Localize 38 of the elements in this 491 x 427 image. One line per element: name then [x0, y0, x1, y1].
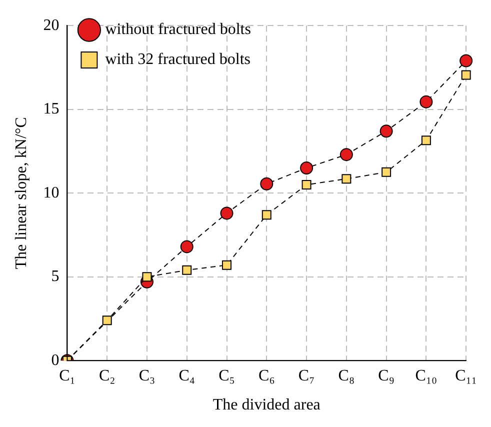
point — [142, 272, 152, 282]
x-tick-label: C₈ — [338, 367, 355, 384]
point — [260, 177, 274, 190]
y-axis-title: The linear slope, kN/°C — [12, 117, 30, 270]
point — [420, 95, 433, 108]
x-tick-label: C₂ — [98, 367, 116, 384]
point — [222, 260, 232, 270]
x-tick-label: C₇ — [298, 367, 315, 384]
x-axis-title: The divided area — [212, 396, 320, 414]
point — [180, 240, 194, 254]
point — [182, 265, 192, 275]
x-tick-label: C₄ — [178, 367, 196, 384]
x-tick-label: C₁ — [59, 367, 76, 384]
point — [220, 206, 234, 220]
y-tick-label: 0 — [51, 352, 60, 369]
point — [421, 136, 431, 146]
legend-label: without fractured bolts — [105, 21, 251, 38]
point — [300, 161, 314, 174]
x-tick-label: C₆ — [258, 367, 275, 384]
legend-label: with 32 fractured bolts — [105, 51, 250, 68]
x-tick-label: C₁₁ — [455, 367, 477, 384]
point — [102, 316, 112, 326]
x-tick-label: C₃ — [138, 367, 156, 384]
point — [262, 210, 272, 220]
y-tick-label: 15 — [43, 100, 60, 118]
y-tick-label: 10 — [43, 184, 60, 202]
point — [302, 180, 312, 190]
x-tick-label: C₉ — [378, 367, 394, 384]
point — [342, 174, 352, 184]
point — [340, 148, 353, 162]
point — [380, 124, 393, 138]
point — [461, 70, 471, 80]
y-tick-label: 5 — [51, 268, 60, 286]
x-tick-label: C₁₀ — [415, 367, 438, 384]
point — [460, 54, 473, 68]
x-tick-label: C₅ — [218, 367, 235, 384]
y-tick-label: 20 — [43, 16, 60, 34]
point — [382, 167, 392, 177]
